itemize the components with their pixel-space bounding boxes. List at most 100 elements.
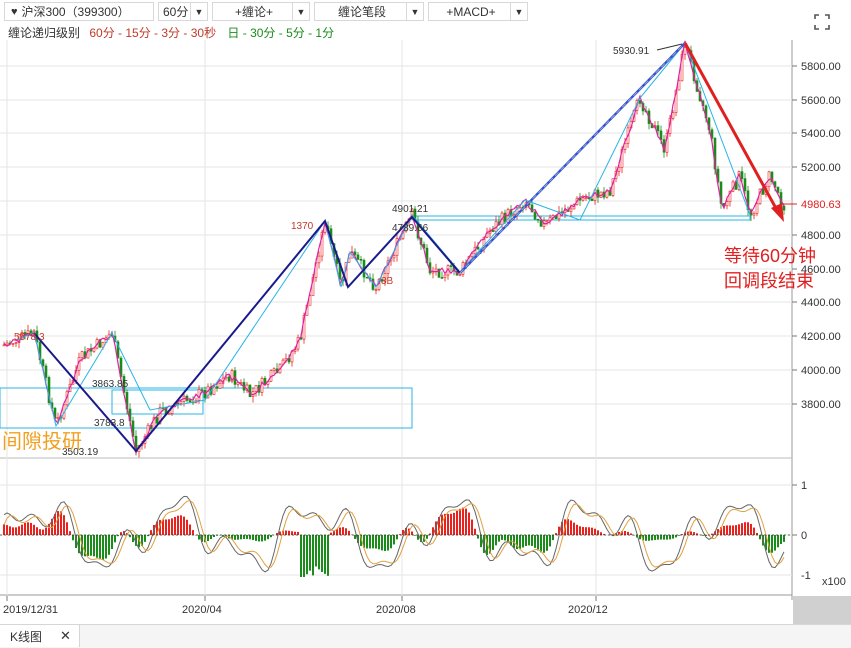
candle-body [167, 413, 171, 415]
candle-body [539, 220, 543, 227]
y-tick: 5400.00 [801, 128, 841, 140]
candle-body [356, 254, 360, 260]
last-price-label: 4980.63 [801, 199, 841, 211]
candle-body [320, 232, 324, 257]
x-tick: 2019/12/31 [3, 604, 58, 616]
chanlun-pen-line [33, 215, 461, 453]
candle-body [437, 268, 441, 278]
heart-icon[interactable]: ♥ [11, 5, 18, 18]
price-label-3863: 3863.85 [92, 379, 129, 390]
x-tick: 2020/08 [376, 604, 416, 616]
candle-body [776, 186, 780, 193]
annotation-segment-end: 回调段结束 [724, 271, 814, 291]
candle-body [20, 332, 24, 335]
center-zone-2 [111, 389, 204, 415]
chevron-down-icon[interactable]: ▼ [190, 3, 207, 20]
candle-body [719, 181, 723, 204]
macd-tick: -1 [801, 570, 811, 582]
candle-body [200, 389, 204, 391]
candle-body [188, 400, 192, 403]
candle-body [533, 211, 537, 220]
candle-body [203, 389, 207, 399]
candle-body [179, 401, 183, 404]
symbol-label: 沪深300（399300） [21, 5, 130, 19]
chevron-down-icon[interactable]: ▼ [292, 3, 309, 20]
candle-body [545, 220, 549, 222]
macd-unit: x100 [822, 576, 846, 588]
candle-body [410, 208, 414, 220]
center-zone-1 [0, 387, 413, 429]
candle-body [14, 342, 18, 344]
macd-add-dropdown[interactable]: +MACD+ ▼ [428, 2, 528, 21]
candle-body [755, 203, 759, 214]
fullscreen-icon[interactable] [808, 8, 836, 36]
candle-body [548, 217, 552, 221]
levels-group-2: 日 - 30分 - 5分 - 1分 [227, 26, 335, 40]
candle-body [155, 417, 159, 424]
period-label: 60分 [163, 5, 189, 19]
y-tick: 5200.00 [801, 162, 841, 174]
y-tick: 5800.00 [801, 61, 841, 73]
levels-label: 缠论递归级别 [8, 26, 81, 40]
tab-kline[interactable]: K线图 ✕ [0, 625, 80, 647]
candle-body [671, 112, 675, 119]
candle-body [740, 171, 744, 179]
chevron-down-icon[interactable]: ▼ [510, 3, 527, 20]
macd-add-label: +MACD+ [446, 4, 496, 19]
x-tick: 2020/04 [182, 604, 222, 616]
candle-body [41, 359, 45, 367]
candle-body [56, 416, 60, 419]
watermark-text: 间隙投研 [2, 430, 82, 453]
price-label-3783: 3783.8 [94, 418, 125, 429]
pink-price-line [3, 40, 785, 455]
signal-3b: 3B [381, 276, 394, 287]
recursion-levels: 缠论递归级别 60分 - 15分 - 3分 - 30秒 日 - 30分 - 5分… [8, 24, 334, 41]
price-label-4901: 4901.21 [392, 204, 429, 215]
candle-body [656, 125, 660, 132]
y-tick: 4800.00 [801, 230, 841, 242]
chanlun-pen-dropdown[interactable]: 缠论笔段 ▼ [314, 2, 424, 21]
price-label-5578: 5578.3 [14, 332, 45, 343]
arrow-head-icon [771, 203, 784, 222]
candle-body [623, 143, 627, 150]
candle-body [782, 205, 786, 211]
candle-body [2, 344, 6, 347]
close-icon[interactable]: ✕ [60, 628, 71, 643]
candle-body [530, 204, 534, 213]
candle-body [584, 197, 588, 199]
candle-body [449, 265, 453, 267]
candle-body [569, 208, 573, 212]
y-tick: 3800.00 [801, 399, 841, 411]
candle-body [434, 268, 438, 272]
y-tick: 4200.00 [801, 331, 841, 343]
candle-body [227, 376, 231, 382]
candle-body [752, 212, 756, 216]
candle-body [743, 178, 747, 192]
candle-body [581, 197, 585, 201]
candle-body [518, 206, 522, 209]
macd-dea-line [3, 499, 785, 569]
candle-body [536, 218, 540, 221]
candle-body [218, 383, 222, 389]
tab-kline-label: K线图 [10, 629, 43, 644]
candle-body [443, 274, 447, 278]
price-label-3503: 3503.19 [62, 447, 99, 458]
chanlun-add-dropdown[interactable]: +缠论+ ▼ [212, 2, 310, 21]
candle-body [557, 211, 561, 220]
period-dropdown[interactable]: 60分 ▼ [158, 2, 208, 21]
candle-body [458, 274, 462, 276]
candle-body [638, 100, 642, 104]
candle-body [476, 246, 480, 250]
chevron-down-icon[interactable]: ▼ [406, 3, 423, 20]
candle-body [272, 368, 276, 371]
chanlun-add-label: +缠论+ [234, 5, 274, 19]
price-label-1370: 1370 [291, 221, 314, 232]
macd-histogram [3, 507, 785, 577]
chanlun-pen-label: 缠论笔段 [337, 5, 386, 19]
candle-body [383, 273, 387, 282]
candle-body [215, 386, 219, 389]
macd-dif-line [3, 495, 785, 573]
candle-body [230, 370, 234, 382]
symbol-selector[interactable]: ♥ 沪深300（399300） [4, 2, 154, 21]
